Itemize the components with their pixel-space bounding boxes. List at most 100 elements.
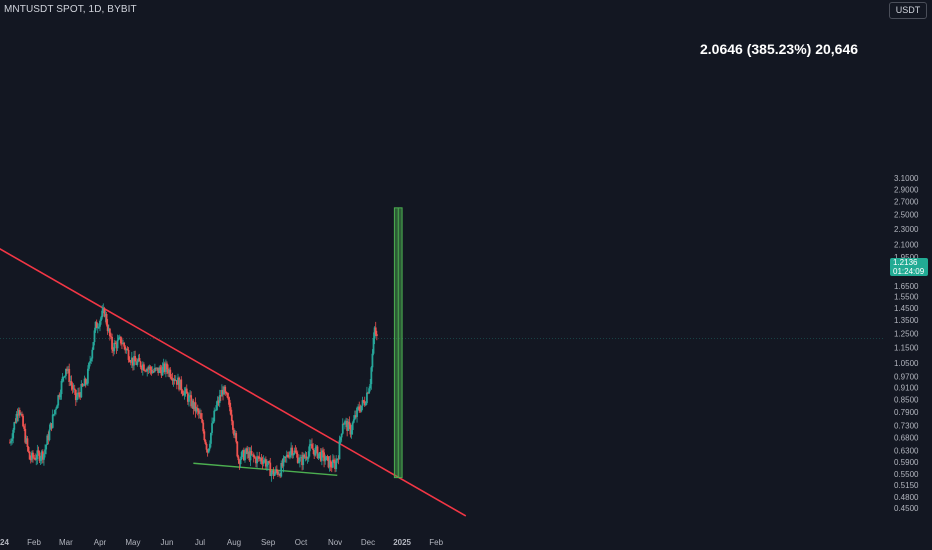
- candle-body: [154, 367, 156, 372]
- candle-body: [191, 400, 194, 407]
- y-tick-label: 0.5150: [894, 481, 919, 490]
- candle-body: [159, 367, 162, 370]
- candle-body: [340, 433, 343, 438]
- candle-body: [18, 410, 21, 415]
- candle-body: [247, 451, 250, 454]
- candle-body: [317, 453, 320, 459]
- candle-body: [210, 432, 212, 444]
- y-tick-label: 0.4500: [894, 504, 919, 513]
- candle-body: [283, 456, 286, 459]
- candle-body: [318, 452, 321, 454]
- candle-body: [306, 458, 309, 460]
- candle-body: [85, 383, 88, 385]
- candle-body: [264, 459, 267, 467]
- candle-body: [313, 449, 316, 456]
- candle-body: [172, 379, 175, 381]
- candle-body: [326, 456, 329, 458]
- candle-body: [67, 368, 70, 371]
- candle-body: [37, 450, 40, 453]
- candle-body: [347, 421, 350, 431]
- candle-body: [166, 363, 168, 370]
- candle-body: [108, 328, 111, 337]
- candle-body: [226, 393, 229, 398]
- candle-body: [350, 430, 353, 435]
- candle-body: [26, 438, 29, 447]
- price-axis: 3.1000 2.9000 2.7000 2.5000 2.3000 2.1000 1.95…: [894, 174, 919, 513]
- candle-body: [328, 460, 331, 468]
- candle-body: [213, 410, 216, 422]
- candle-body: [60, 380, 63, 395]
- candle-body: [255, 458, 257, 464]
- candle-body: [132, 357, 134, 366]
- candle-body: [103, 308, 106, 317]
- candle-body: [303, 454, 306, 458]
- candle-body: [310, 444, 312, 446]
- candle-body: [112, 349, 115, 352]
- candle-body: [294, 450, 297, 453]
- candle-body: [240, 452, 243, 460]
- candle-body: [373, 327, 376, 339]
- candle-body: [269, 462, 272, 476]
- candle-body: [51, 414, 54, 428]
- candle-body: [36, 450, 39, 460]
- y-tick-label: 1.3500: [894, 316, 919, 325]
- x-tick-label: Oct: [295, 538, 308, 547]
- candle-body: [374, 327, 377, 335]
- candle-body: [152, 371, 155, 373]
- candle-body: [170, 377, 173, 379]
- candle-body: [284, 456, 287, 458]
- candle-body: [136, 361, 139, 365]
- candle-body: [119, 336, 122, 344]
- candle-body: [94, 321, 97, 331]
- candle-body: [158, 367, 161, 373]
- candle-body: [212, 421, 215, 424]
- candle-body: [237, 456, 240, 461]
- candle-body: [80, 384, 83, 398]
- candle-body: [79, 394, 82, 398]
- candle-body: [339, 437, 342, 441]
- candle-body: [211, 423, 213, 433]
- candle-body: [163, 363, 166, 372]
- candle-body: [337, 458, 340, 460]
- candle-body: [261, 461, 264, 464]
- candle-body: [16, 414, 19, 416]
- currency-button[interactable]: USDT: [889, 2, 927, 19]
- candle-body: [46, 435, 49, 445]
- candle-body: [301, 457, 304, 466]
- measure-label: 2.0646 (385.23%) 20,646: [700, 41, 859, 57]
- candle-body: [242, 450, 245, 461]
- candle-body: [290, 447, 293, 452]
- x-tick-label: Nov: [328, 538, 342, 547]
- candle-body: [250, 451, 253, 455]
- candle-body: [139, 361, 142, 368]
- y-tick-label: 0.7900: [894, 408, 919, 417]
- candle-body: [135, 361, 138, 365]
- candle-body: [44, 449, 46, 455]
- candle-body: [88, 362, 90, 369]
- candle-body: [129, 361, 132, 363]
- resistance-trendline: [0, 248, 467, 517]
- candle-body: [123, 342, 126, 347]
- candle-body: [311, 444, 313, 449]
- candle-body: [145, 370, 148, 372]
- candle-body: [197, 410, 200, 414]
- y-tick-label: 1.1500: [894, 344, 919, 353]
- candle-body: [297, 461, 300, 463]
- candle-body: [71, 385, 74, 390]
- candle-body: [361, 400, 364, 406]
- candle-body: [83, 378, 86, 386]
- candle-body: [214, 409, 217, 411]
- candle-body: [222, 389, 224, 395]
- candle-body: [208, 443, 211, 449]
- candle-body: [137, 358, 140, 362]
- candle-body: [104, 313, 107, 317]
- y-tick-label: 0.8500: [894, 395, 919, 404]
- candle-body: [116, 340, 119, 349]
- candle-body: [38, 452, 41, 461]
- candle-body: [110, 336, 112, 338]
- symbol-title: MNTUSDT SPOT, 1D, BYBIT: [4, 4, 137, 15]
- candle-body: [291, 447, 294, 456]
- candle-body: [19, 414, 22, 415]
- candle-body: [351, 422, 354, 431]
